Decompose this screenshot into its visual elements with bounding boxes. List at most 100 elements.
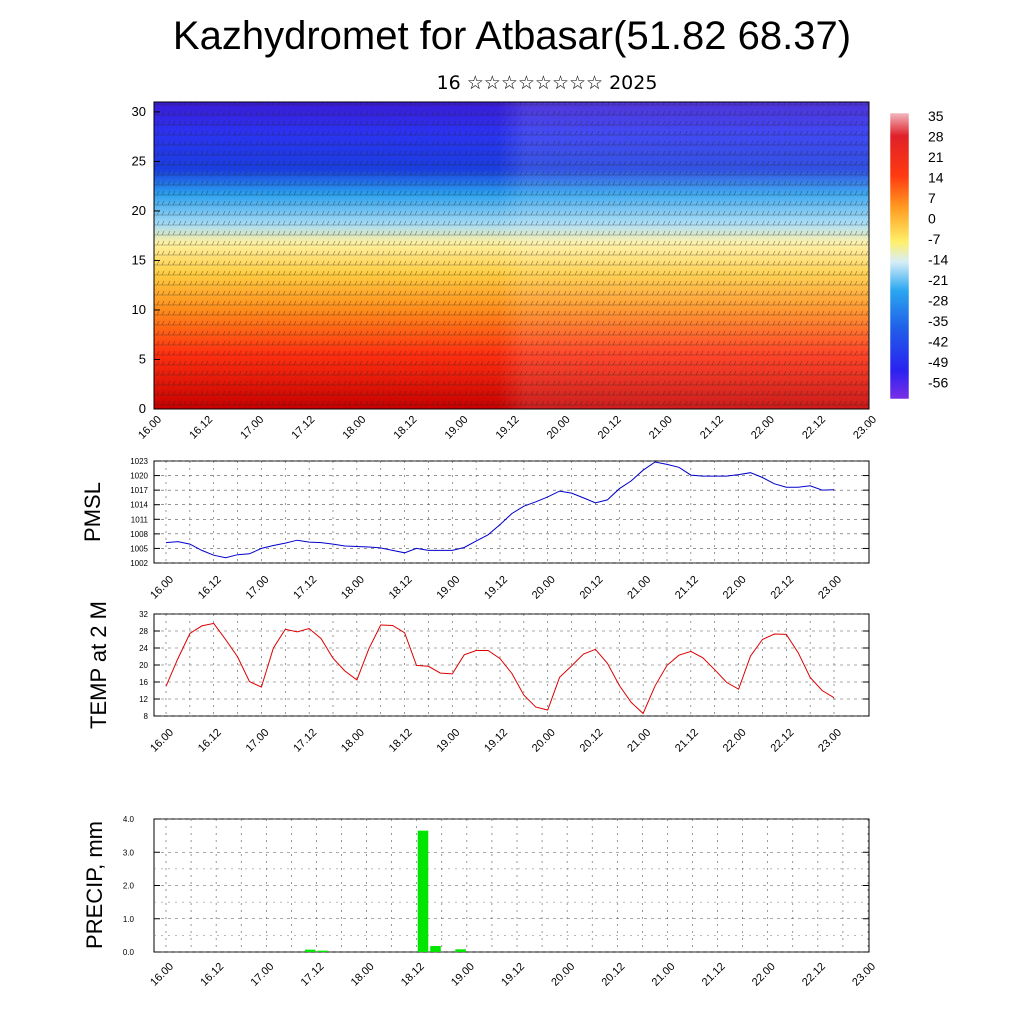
temp-x-axis: 16.00 16.12 17.00 17.12 18.00 18.12 19.00 19.12… — [148, 727, 844, 755]
pmsl-x-tick-label: 21.12 — [673, 574, 701, 602]
colorbar-label: 7 — [928, 190, 936, 206]
pmsl-x-tick-label: 20.12 — [578, 574, 606, 602]
colorbar-label: 0 — [928, 211, 936, 227]
temp-x-tick-label: 19.00 — [434, 727, 462, 755]
precip-x-tick-label: 16.12 — [198, 961, 226, 989]
temp-x-tick-label: 18.00 — [339, 727, 367, 755]
precip-y-label: PRECIP, mm — [82, 821, 107, 949]
colorbar: 35 28 21 14 7 0 -7 -14 -21 -28 -35 -42 -49 -56 — [889, 108, 948, 400]
cross-section-y-tick-label: 15 — [132, 252, 146, 267]
colorbar-label: -21 — [928, 272, 948, 288]
pmsl-x-tick-label: 19.12 — [482, 574, 510, 602]
cross-section-x-tick-label: 19.12 — [494, 414, 522, 442]
temp-x-tick-label: 23.00 — [816, 727, 844, 755]
pmsl-x-tick-label: 16.00 — [148, 574, 176, 602]
precip-x-tick-label: 17.00 — [248, 961, 276, 989]
cross-section-x-tick-label: 21.12 — [698, 414, 726, 442]
precip-x-axis: 16.00 16.12 17.00 17.12 18.00 18.12 19.00 19.12… — [148, 961, 878, 989]
precip-x-tick-label: 17.12 — [299, 961, 327, 989]
pmsl-x-tick-label: 22.12 — [768, 574, 796, 602]
temp-x-tick-label: 19.12 — [482, 727, 510, 755]
temp-grid — [154, 613, 869, 717]
colorbar-label: -28 — [928, 293, 948, 309]
temp-y-tick-label: 28 — [139, 627, 148, 636]
precip-bar — [455, 949, 466, 952]
temp-x-tick-label: 17.00 — [244, 727, 272, 755]
cross-section-y-tick-label: 10 — [132, 302, 146, 317]
colorbar-label: 35 — [928, 108, 944, 124]
precip-y-tick-label: 2.0 — [123, 882, 135, 891]
temp-x-tick-label: 21.12 — [673, 727, 701, 755]
pmsl-x-tick-label: 16.12 — [196, 574, 224, 602]
precip-x-tick-label: 22.12 — [800, 961, 828, 989]
temp-y-tick-label: 20 — [139, 661, 148, 670]
precip-x-tick-label: 18.12 — [399, 961, 427, 989]
temp-y-tick-label: 24 — [139, 644, 148, 653]
precip-x-tick-label: 18.00 — [349, 961, 377, 989]
temp-x-tick-label: 21.00 — [625, 727, 653, 755]
precip-bar — [430, 946, 441, 952]
pmsl-x-tick-label: 20.00 — [530, 574, 558, 602]
pmsl-y-label: PMSL — [80, 482, 105, 542]
temp-y-tick-label: 8 — [144, 712, 149, 721]
pmsl-y-axis: 1002 1005 1008 1011 1014 1017 1020 1023 — [130, 457, 148, 568]
precip-grid — [154, 818, 869, 953]
pmsl-y-tick-label: 1005 — [130, 544, 148, 553]
cross-section-y-tick-label: 30 — [132, 104, 146, 119]
cross-section-x-tick-label: 16.12 — [187, 414, 215, 442]
precip-x-tick-label: 23.00 — [850, 961, 878, 989]
temp-y-label: TEMP at 2 M — [86, 601, 111, 729]
precip-x-tick-label: 20.12 — [599, 961, 627, 989]
cross-section-x-tick-label: 16.00 — [136, 414, 164, 442]
precip-y-tick-label: 1.0 — [123, 915, 135, 924]
cross-section-y-tick-label: 20 — [132, 203, 146, 218]
temp-y-axis: 8 12 16 20 24 28 32 — [139, 610, 148, 721]
cross-section-x-tick-label: 17.00 — [238, 414, 266, 442]
temp-series-line — [165, 622, 835, 715]
pmsl-y-tick-label: 1020 — [130, 472, 148, 481]
cross-section-frame — [153, 101, 870, 410]
colorbar-label: -7 — [928, 231, 941, 247]
pmsl-y-tick-label: 1023 — [130, 457, 148, 466]
colorbar-label: 14 — [928, 170, 944, 186]
precip-y-tick-label: 0.0 — [123, 948, 135, 957]
temp-x-tick-label: 22.12 — [768, 727, 796, 755]
temp-x-tick-label: 16.00 — [148, 727, 176, 755]
precip-y-tick-label: 4.0 — [123, 815, 135, 824]
cross-section-panel: 0 5 10 15 20 25 30 16.00 16.12 17.00 17.12 18.00 18… — [132, 101, 879, 442]
cross-section-x-tick-label: 22.00 — [749, 414, 777, 442]
temp-y-tick-label: 16 — [139, 678, 148, 687]
colorbar-ramp — [889, 112, 910, 400]
pmsl-x-tick-label: 18.00 — [339, 574, 367, 602]
pmsl-y-tick-label: 1017 — [130, 486, 148, 495]
cross-section-x-tick-label: 17.12 — [289, 414, 317, 442]
temp-y-tick-label: 12 — [139, 695, 148, 704]
precip-bar — [417, 830, 429, 952]
colorbar-label: -35 — [928, 313, 948, 329]
precip-x-tick-label: 19.00 — [449, 961, 477, 989]
colorbar-label: -49 — [928, 354, 948, 370]
temp-x-tick-label: 18.12 — [387, 727, 415, 755]
precip-y-axis: 0.0 1.0 2.0 3.0 4.0 — [123, 815, 135, 957]
temp-y-tick-label: 32 — [139, 610, 148, 619]
colorbar-label: -14 — [928, 252, 948, 268]
pmsl-x-axis: 16.00 16.12 17.00 17.12 18.00 18.12 19.00 19.12… — [148, 574, 844, 602]
cross-section-y-axis: 0 5 10 15 20 25 30 — [132, 104, 160, 416]
cross-section-x-axis: 16.00 16.12 17.00 17.12 18.00 18.12 19.00 19.12… — [136, 414, 879, 442]
pmsl-x-tick-label: 17.00 — [244, 574, 272, 602]
colorbar-labels: 35 28 21 14 7 0 -7 -14 -21 -28 -35 -42 -49 -56 — [928, 108, 948, 391]
pmsl-y-tick-label: 1002 — [130, 559, 148, 568]
precip-panel: 0.0 1.0 2.0 3.0 4.0 16.00 16.12 17.00 17.12 18.0… — [82, 815, 878, 989]
precip-x-tick-label: 22.00 — [750, 961, 778, 989]
cross-section-x-tick-label: 23.00 — [851, 414, 879, 442]
chart-title: Kazhydromet for Atbasar(51.82 68.37) — [172, 14, 852, 58]
temp-x-tick-label: 16.12 — [196, 727, 224, 755]
cross-section-x-tick-label: 21.00 — [647, 414, 675, 442]
temp-x-tick-label: 20.12 — [578, 727, 606, 755]
pmsl-x-tick-label: 22.00 — [721, 574, 749, 602]
colorbar-label: -56 — [928, 375, 948, 391]
colorbar-label: 21 — [928, 149, 944, 165]
